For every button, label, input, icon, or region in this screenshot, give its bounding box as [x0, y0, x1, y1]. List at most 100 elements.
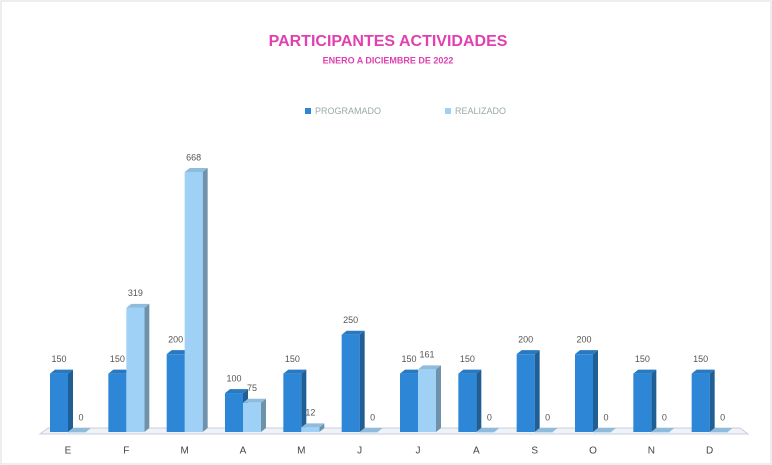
x-tick-label: F: [123, 446, 129, 457]
data-label: 100: [226, 373, 241, 383]
bar: [593, 432, 611, 433]
data-label: 150: [285, 354, 300, 364]
bar-side: [68, 369, 73, 432]
bar: [243, 402, 261, 432]
x-tick-label: J: [416, 446, 421, 457]
bar-top: [341, 330, 365, 335]
bar-side: [359, 330, 365, 432]
legend-swatch: [305, 108, 311, 114]
x-tick-label: D: [706, 446, 713, 457]
bar-top: [126, 303, 150, 308]
bar: [68, 432, 86, 433]
x-tick-label: E: [65, 446, 72, 457]
bar: [341, 334, 360, 432]
x-tick-label: A: [473, 446, 480, 457]
bar: [400, 373, 418, 432]
bar: [225, 393, 243, 432]
data-label: 75: [247, 383, 257, 393]
bar-side: [593, 350, 598, 432]
bar-top: [359, 428, 383, 432]
data-label: 150: [693, 354, 708, 364]
bar-side: [319, 423, 325, 432]
bar-top: [108, 369, 132, 374]
bar: [283, 373, 302, 432]
bar-side: [261, 398, 266, 432]
bar-top: [651, 428, 675, 432]
bar-top: [516, 350, 540, 355]
data-label: 0: [603, 412, 608, 422]
x-tick-label: O: [589, 446, 597, 457]
bar: [575, 354, 593, 432]
bar: [458, 373, 477, 432]
data-label: 0: [78, 412, 83, 422]
data-label: 668: [186, 152, 201, 162]
data-label: 0: [487, 412, 492, 422]
bar: [534, 432, 553, 433]
x-tick-label: M: [180, 446, 188, 457]
bar-side: [709, 369, 715, 432]
bar-side: [436, 365, 441, 432]
bar-top: [534, 428, 558, 432]
bar: [166, 354, 185, 432]
legend-label: REALIZADO: [455, 106, 506, 116]
bar-top: [301, 423, 325, 428]
bar: [359, 432, 378, 433]
bar-side: [476, 369, 482, 432]
data-label: 12: [305, 408, 315, 418]
bar: [516, 354, 535, 432]
bar-top: [184, 168, 208, 172]
bar: [184, 172, 203, 432]
data-label: 0: [662, 412, 667, 422]
data-label: 150: [401, 354, 416, 364]
bar-side: [202, 168, 208, 432]
bar-top: [593, 428, 616, 432]
data-label: 0: [545, 412, 550, 422]
bar: [691, 373, 710, 432]
data-label: 0: [370, 412, 375, 422]
data-label: 250: [343, 315, 358, 325]
bar-top: [709, 428, 733, 432]
bar-top: [243, 398, 266, 403]
bar-top: [225, 389, 248, 394]
bar-top: [283, 369, 307, 374]
bar-side: [144, 303, 150, 432]
bar: [418, 369, 436, 432]
bar-top: [575, 350, 598, 355]
bar-top: [633, 369, 657, 374]
bar-top: [476, 428, 500, 432]
bar-top: [166, 350, 190, 355]
bar: [633, 373, 652, 432]
bar-top: [418, 365, 441, 370]
data-label: 200: [168, 335, 183, 345]
x-tick-label: J: [357, 446, 362, 457]
data-label: 150: [51, 354, 66, 364]
chart-subtitle: ENERO A DICIEMBRE DE 2022: [323, 55, 454, 65]
bar-top: [458, 369, 482, 374]
bar: [709, 432, 728, 433]
x-tick-label: N: [648, 446, 655, 457]
data-label: 161: [419, 350, 434, 360]
bar-top: [691, 369, 715, 374]
chart-title: PARTICIPANTES ACTIVIDADES: [269, 33, 508, 50]
bar-side: [534, 350, 540, 432]
data-label: 200: [518, 335, 533, 345]
x-tick-label: S: [531, 446, 538, 457]
data-label: 0: [720, 412, 725, 422]
legend-swatch: [445, 108, 451, 114]
bar-side: [651, 369, 657, 432]
bar: [476, 432, 495, 433]
bar: [108, 373, 127, 432]
data-label: 150: [460, 354, 475, 364]
legend-label: PROGRAMADO: [315, 106, 381, 116]
data-label: 319: [128, 288, 143, 298]
bar-top: [400, 369, 423, 374]
data-label: 200: [576, 335, 591, 345]
bar: [126, 307, 145, 432]
bar: [301, 427, 320, 432]
x-tick-label: A: [240, 446, 247, 457]
x-tick-label: M: [297, 446, 305, 457]
bar-side: [301, 369, 307, 432]
floor: [38, 427, 750, 435]
bar-top: [68, 428, 91, 432]
